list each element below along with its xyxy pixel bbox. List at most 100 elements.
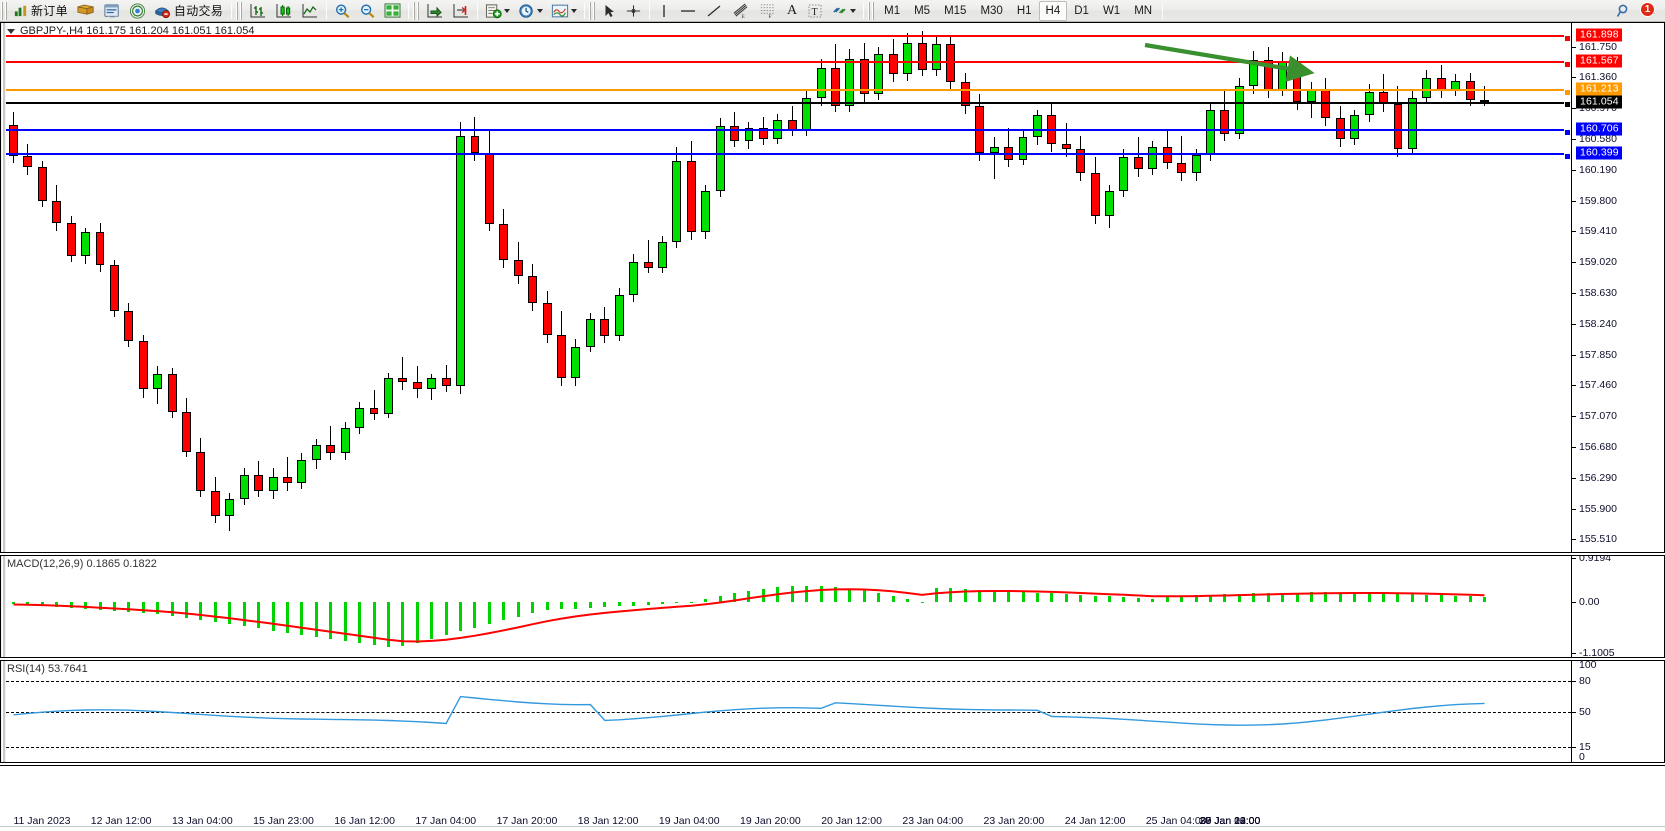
- auto-scroll-button[interactable]: [422, 1, 448, 21]
- macd-axis[interactable]: 0.9194 0.00 -1.1005: [1571, 556, 1664, 657]
- zoom-out-button[interactable]: [355, 1, 380, 21]
- period-clock-button[interactable]: [514, 1, 547, 21]
- candle-body-bullish: [1249, 60, 1259, 87]
- bar-chart-button[interactable]: [245, 1, 271, 21]
- candlestick-chart-button[interactable]: [271, 1, 297, 21]
- equidistant-channel-button[interactable]: E: [727, 1, 754, 21]
- macd-histogram-bar: [1367, 592, 1371, 602]
- autotrading-button[interactable]: 自动交易: [150, 1, 228, 21]
- vertical-scrollbar[interactable]: [1, 23, 6, 552]
- chevron-down-icon[interactable]: [504, 8, 511, 13]
- macd-left-rail: [1, 556, 6, 657]
- candle-body-bullish: [297, 459, 307, 484]
- chart-shift-button[interactable]: [448, 1, 474, 21]
- fibonacci-retracement-button[interactable]: F: [754, 1, 781, 21]
- timeframe-button-w1[interactable]: W1: [1096, 1, 1127, 21]
- price-tag-160.706[interactable]: 160.706: [1576, 122, 1622, 136]
- price-pane[interactable]: GBPJPY-,H4 161.175 161.204 161.051 161.0…: [0, 22, 1665, 553]
- price-tag-161.213[interactable]: 161.213: [1576, 82, 1622, 96]
- macd-histogram-bar: [834, 587, 838, 602]
- candle-body-bearish: [643, 262, 653, 268]
- candle-body-bullish: [1407, 98, 1417, 150]
- toolbar-grip-5[interactable]: [868, 1, 876, 20]
- candlestick: [888, 23, 898, 552]
- price-tick: [1572, 385, 1576, 387]
- price-tag-161.898[interactable]: 161.898: [1576, 28, 1622, 42]
- price-axis[interactable]: 161.750 161.360 160.970 160.580 160.190 159.8…: [1571, 23, 1664, 552]
- macd-plot[interactable]: [1, 556, 1571, 657]
- level-line-support-upper[interactable]: [1, 128, 1571, 136]
- chevron-down-icon-4[interactable]: [850, 8, 857, 13]
- notification-button[interactable]: 1: [1636, 1, 1661, 21]
- shapes-arrows-button[interactable]: [827, 1, 860, 21]
- timeframe-button-h4[interactable]: H4: [1038, 0, 1068, 21]
- trendline-button[interactable]: [701, 1, 727, 21]
- terminal-window-button[interactable]: [99, 1, 125, 21]
- tile-windows-button[interactable]: [380, 1, 405, 21]
- chart-area[interactable]: GBPJPY-,H4 161.175 161.204 161.051 161.0…: [0, 22, 1665, 831]
- level-line-resistance-lower[interactable]: [1, 60, 1571, 68]
- timeframe-button-m1[interactable]: M1: [877, 1, 907, 21]
- candlestick: [1177, 23, 1187, 552]
- new-order-button[interactable]: 新订单: [10, 1, 73, 21]
- price-tag-161.567[interactable]: 161.567: [1576, 54, 1622, 68]
- vertical-line-button[interactable]: [653, 1, 675, 21]
- candlestick: [427, 23, 437, 552]
- timeframe-button-m30[interactable]: M30: [973, 1, 1009, 21]
- chart-menu-caret-icon[interactable]: [7, 28, 15, 34]
- macd-histogram-bar: [1050, 593, 1054, 602]
- timeframe-button-m15[interactable]: M15: [937, 1, 973, 21]
- toolbar-grip-3[interactable]: [413, 1, 421, 20]
- price-plot[interactable]: [1, 23, 1571, 552]
- toolbar-grip-4[interactable]: [589, 1, 597, 20]
- time-axis-label: 27 Jan 04:00: [1199, 815, 1261, 827]
- rsi-axis[interactable]: 100 80 50 15 0: [1571, 661, 1664, 762]
- macd-histogram-bar: [805, 585, 809, 602]
- timeframe-group[interactable]: M1 M5 M15 M30 H1 H4 D1 W1 MN: [877, 0, 1166, 21]
- level-line-resistance-upper[interactable]: [1, 34, 1571, 42]
- candlestick: [383, 23, 393, 552]
- macd-pane[interactable]: MACD(12,26,9) 0.1865 0.1822 0.9194 0.00 -1…: [0, 555, 1665, 658]
- rsi-plot[interactable]: [1, 661, 1571, 762]
- macd-histogram-bar: [127, 601, 131, 613]
- zoom-in-button[interactable]: [330, 1, 355, 21]
- main-toolbar[interactable]: 新订单 自动交易: [0, 0, 1665, 22]
- level-line-support-lower[interactable]: [1, 152, 1571, 160]
- zoom-out-icon: [361, 4, 375, 18]
- candle-body-bullish: [340, 428, 350, 454]
- timeframe-button-h1[interactable]: H1: [1010, 1, 1039, 21]
- level-line-last-price[interactable]: [1, 101, 1571, 109]
- chevron-down-icon-3[interactable]: [571, 8, 578, 13]
- macd-histogram-bar: [358, 601, 362, 643]
- chevron-down-icon-2[interactable]: [537, 8, 544, 13]
- price-tick: [1572, 139, 1576, 141]
- price-tag-160.399[interactable]: 160.399: [1576, 146, 1622, 160]
- rsi-pane[interactable]: RSI(14) 53.7641 100 80 50 15 0: [0, 660, 1665, 763]
- candle-body-bullish: [1018, 137, 1028, 160]
- toolbar-grip[interactable]: [1, 1, 8, 20]
- notification-count-badge: 1: [1640, 1, 1655, 17]
- horizontal-line-button[interactable]: [675, 1, 701, 21]
- toolbar-grip-2[interactable]: [236, 1, 244, 20]
- price-tag-161.054[interactable]: 161.054: [1576, 95, 1622, 109]
- macd-histogram-bar: [1079, 594, 1083, 602]
- signal-button[interactable]: [125, 1, 150, 21]
- folder-button[interactable]: [73, 1, 99, 21]
- timeframe-button-m5[interactable]: M5: [907, 1, 937, 21]
- level-line-pivot-orange[interactable]: [1, 88, 1571, 96]
- candlestick: [513, 23, 523, 552]
- text-button[interactable]: A: [781, 1, 803, 21]
- crosshair-button[interactable]: [621, 1, 646, 21]
- text-label-button[interactable]: T: [803, 1, 827, 21]
- template-icon: [552, 4, 569, 17]
- candle-body-bullish: [802, 98, 812, 130]
- timeframe-button-mn[interactable]: MN: [1127, 1, 1159, 21]
- add-indicator-button[interactable]: [481, 1, 514, 21]
- line-chart-button[interactable]: [297, 1, 323, 21]
- candlestick: [167, 23, 177, 552]
- time-axis[interactable]: 11 Jan 2023 12 Jan 12:00 13 Jan 04:00 15 Ja…: [0, 765, 1665, 831]
- search-button[interactable]: [1612, 1, 1636, 21]
- template-button[interactable]: [547, 1, 581, 21]
- timeframe-button-d1[interactable]: D1: [1067, 1, 1096, 21]
- cursor-arrow-button[interactable]: [598, 1, 621, 21]
